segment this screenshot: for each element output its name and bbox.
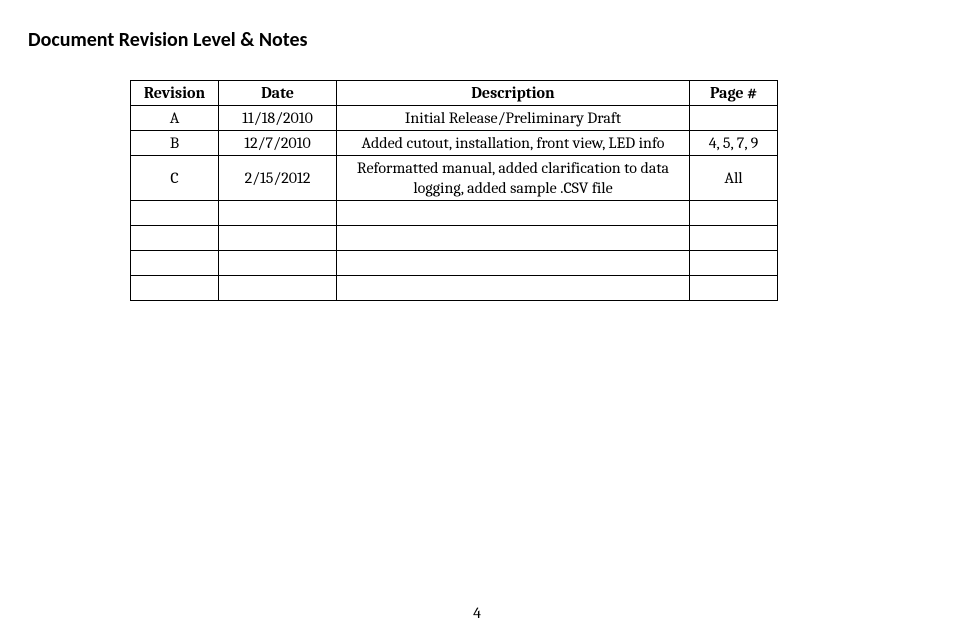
cell-page [690, 106, 778, 131]
table-row-empty [131, 201, 778, 226]
table-body: A 11/18/2010 Initial Release/Preliminary… [131, 106, 778, 301]
cell-page: 4, 5, 7, 9 [690, 131, 778, 156]
cell-empty [690, 276, 778, 301]
cell-description: Added cutout, installation, front view, … [337, 131, 690, 156]
cell-empty [131, 251, 219, 276]
table-row-empty [131, 226, 778, 251]
cell-empty [219, 201, 337, 226]
cell-empty [337, 226, 690, 251]
cell-date: 12/7/2010 [219, 131, 337, 156]
cell-empty [690, 251, 778, 276]
cell-empty [337, 276, 690, 301]
cell-empty [690, 226, 778, 251]
page-number: 4 [0, 604, 954, 622]
page-title: Document Revision Level & Notes [28, 28, 308, 52]
table-row-empty [131, 251, 778, 276]
cell-empty [219, 251, 337, 276]
cell-empty [219, 276, 337, 301]
cell-empty [131, 226, 219, 251]
cell-empty [337, 251, 690, 276]
cell-page: All [690, 156, 778, 201]
table-row-empty [131, 276, 778, 301]
cell-description: Reformatted manual, added clarification … [337, 156, 690, 201]
cell-empty [337, 201, 690, 226]
cell-revision: A [131, 106, 219, 131]
col-header-date: Date [219, 81, 337, 106]
cell-empty [131, 201, 219, 226]
cell-empty [690, 201, 778, 226]
cell-date: 2/15/2012 [219, 156, 337, 201]
cell-revision: C [131, 156, 219, 201]
cell-empty [219, 226, 337, 251]
cell-empty [131, 276, 219, 301]
col-header-revision: Revision [131, 81, 219, 106]
cell-revision: B [131, 131, 219, 156]
table-header-row: Revision Date Description Page # [131, 81, 778, 106]
cell-date: 11/18/2010 [219, 106, 337, 131]
col-header-description: Description [337, 81, 690, 106]
table-row: A 11/18/2010 Initial Release/Preliminary… [131, 106, 778, 131]
cell-description: Initial Release/Preliminary Draft [337, 106, 690, 131]
table-row: B 12/7/2010 Added cutout, installation, … [131, 131, 778, 156]
col-header-page: Page # [690, 81, 778, 106]
table-row: C 2/15/2012 Reformatted manual, added cl… [131, 156, 778, 201]
revision-table: Revision Date Description Page # A 11/18… [130, 80, 778, 301]
